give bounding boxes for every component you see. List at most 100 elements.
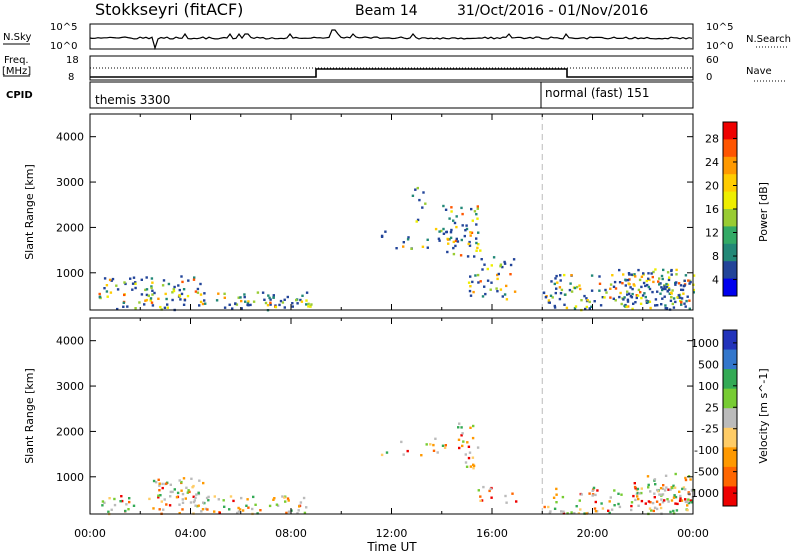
echo-point (107, 510, 110, 513)
echo-point (671, 302, 674, 306)
echo-point (610, 508, 614, 511)
echo-point (583, 294, 586, 298)
echo-point (611, 274, 614, 277)
echo-point (471, 219, 474, 222)
echo-point (462, 440, 465, 443)
echo-point (122, 301, 125, 304)
echo-point (269, 298, 272, 301)
echo-point (145, 293, 149, 297)
echo-point (472, 467, 475, 470)
echo-point (634, 275, 637, 278)
echo-point (486, 279, 490, 282)
echo-point (473, 210, 477, 213)
echo-point (585, 297, 588, 300)
echo-point (144, 299, 147, 302)
echo-point (285, 511, 288, 515)
echo-point (442, 227, 445, 231)
echo-point (192, 495, 195, 498)
velocity-data-points (101, 318, 695, 516)
echo-point (553, 507, 557, 510)
echo-point (665, 486, 668, 489)
echo-point (501, 265, 504, 269)
echo-point (692, 488, 695, 492)
echo-point (171, 490, 174, 494)
echo-point (553, 306, 557, 309)
echo-point (668, 288, 671, 291)
echo-point (689, 280, 692, 284)
echo-point (163, 498, 166, 501)
echo-point (678, 499, 682, 502)
echo-point (201, 508, 205, 511)
echo-point (232, 499, 235, 503)
echo-point (302, 496, 306, 500)
echo-point (648, 287, 652, 291)
echo-point (247, 300, 250, 303)
echo-point (684, 500, 688, 504)
echo-point (475, 249, 478, 252)
echo-point (229, 495, 233, 498)
echo-point (252, 300, 256, 303)
echo-point (655, 507, 659, 511)
echo-point (677, 294, 680, 297)
echo-point (682, 486, 686, 489)
echo-point (434, 437, 437, 440)
echo-point (172, 289, 176, 293)
echo-point (551, 296, 554, 299)
echo-point (203, 292, 206, 295)
colorbar-band (723, 122, 737, 140)
echo-point (286, 497, 290, 500)
echo-point (558, 297, 562, 301)
echo-point (296, 302, 299, 305)
echo-point (692, 288, 695, 292)
echo-point (310, 303, 313, 306)
echo-point (203, 299, 206, 302)
echo-point (634, 301, 637, 304)
echo-point (157, 494, 160, 497)
echo-point (625, 305, 628, 309)
echo-point (218, 512, 221, 515)
echo-point (588, 307, 591, 310)
echo-point (272, 296, 275, 299)
echo-point (629, 295, 633, 298)
echo-point (479, 280, 482, 283)
echo-point (199, 282, 202, 286)
echo-point (585, 305, 588, 309)
echo-point (180, 292, 184, 296)
echo-point (217, 498, 220, 501)
echo-point (243, 295, 246, 299)
echo-point (573, 307, 577, 310)
echo-point (588, 492, 591, 495)
echo-point (652, 270, 655, 274)
echo-point (580, 493, 583, 496)
echo-point (477, 231, 480, 234)
echo-point (671, 289, 674, 292)
echo-point (168, 504, 172, 507)
echo-point (669, 488, 672, 491)
echo-point (213, 495, 216, 498)
echo-point (618, 295, 621, 299)
echo-point (626, 300, 630, 303)
echo-point (646, 283, 649, 287)
echo-point (150, 277, 154, 280)
echo-point (158, 508, 161, 511)
echo-point (644, 284, 647, 288)
echo-point (459, 254, 463, 257)
echo-point (660, 274, 664, 278)
echo-point (684, 305, 687, 308)
echo-point (635, 294, 638, 297)
echo-point (105, 290, 109, 293)
echo-point (562, 512, 566, 515)
echo-point (215, 299, 219, 302)
echo-point (479, 249, 482, 252)
colorbar-band (723, 447, 737, 468)
echo-point (140, 293, 144, 296)
echo-point (609, 496, 612, 499)
echo-point (663, 285, 666, 288)
freq-tick-top: 18 (66, 55, 79, 66)
echo-point (296, 512, 299, 515)
echo-point (607, 509, 610, 512)
power-y-axis-label: Slant Range [km] (23, 164, 36, 260)
echo-point (134, 282, 137, 285)
echo-point (201, 302, 205, 306)
echo-point (683, 279, 686, 282)
